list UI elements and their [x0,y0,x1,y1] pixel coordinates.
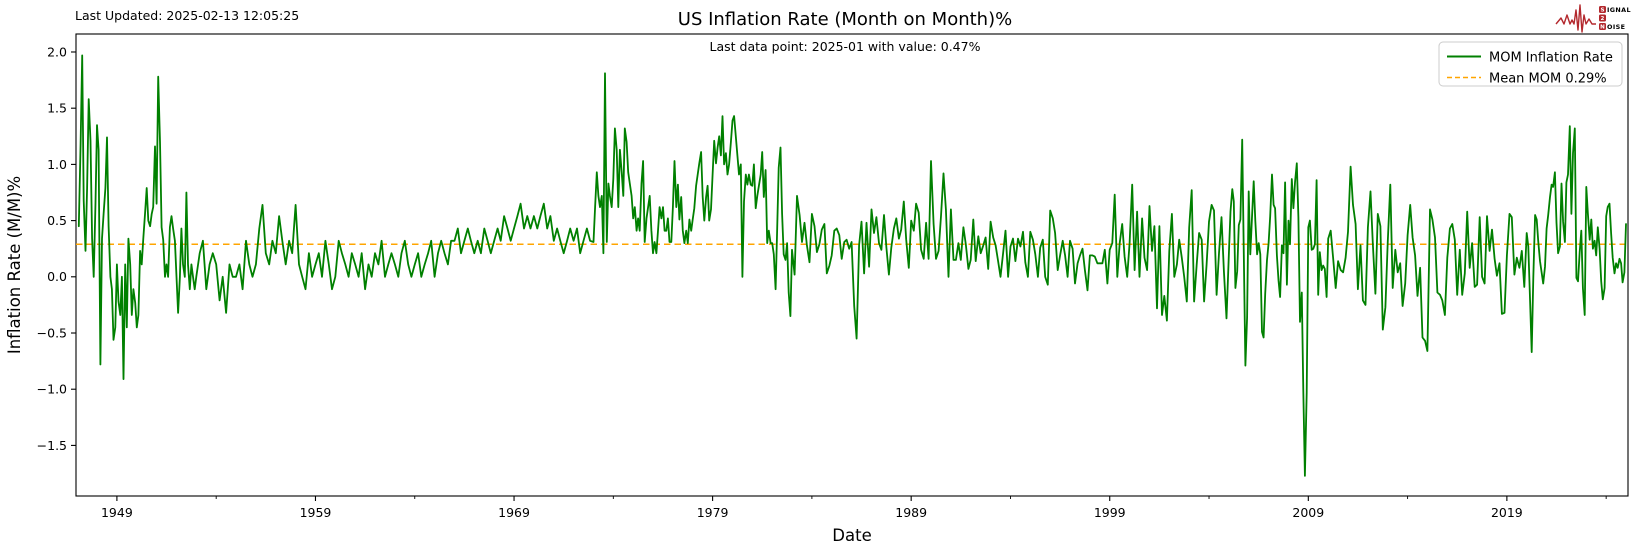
logo-badge-2-letter: 2 [1601,16,1605,22]
legend: MOM Inflation Rate Mean MOM 0.29% [1438,41,1623,87]
logo-badge-s-letter: S [1600,8,1604,14]
logo-badge-s [1599,6,1606,13]
plot-border [75,33,1629,497]
logo-badge-n-letter: N [1600,25,1605,31]
chart-annotation: Last data point: 2025-01 with value: 0.4… [710,39,981,54]
mom-inflation-line [77,54,1627,477]
legend-label-mean: Mean MOM 0.29% [1489,72,1607,87]
y-tick-label: 1.0 [47,157,67,172]
x-tick-label: 1959 [300,505,332,520]
x-axis-label: Date [832,526,871,545]
x-tick-label: 1999 [1094,505,1126,520]
legend-box [1438,41,1623,87]
logo-text-noise: OISE [1607,23,1625,31]
x-tick-label: 1989 [895,505,927,520]
y-axis-label: Inflation Rate (M/M)% [5,176,24,354]
y-tick-label: 0.0 [47,269,67,284]
y-tick-label: −1.0 [37,382,67,397]
legend-label-series: MOM Inflation Rate [1489,51,1613,66]
chart-title: US Inflation Rate (Month on Month)% [678,9,1012,30]
signal2noise-logo: S IGNAL 2 N OISE [1555,4,1631,33]
x-tick-label: 1969 [498,505,530,520]
logo-badge-n [1599,23,1606,30]
y-tick-label: −1.5 [37,438,67,453]
y-tick-label: 1.5 [47,101,67,116]
x-tick-label: 1949 [101,505,133,520]
x-tick-label: 2019 [1491,505,1523,520]
logo-row-2: 2 [1599,14,1606,22]
logo-text-signal: IGNAL [1607,6,1631,14]
y-tick-label: −0.5 [37,325,67,340]
logo-row-noise: N OISE [1599,23,1625,31]
x-tick-label: 2009 [1292,505,1324,520]
ecg-waveform-icon [1555,4,1596,33]
logo-row-signal: S IGNAL [1599,6,1631,14]
last-updated-text: Last Updated: 2025-02-13 12:05:25 [75,8,299,23]
axes: 2.0 1.5 1.0 0.5 0.0 −0.5 −1.0 −1.5 1949 1959 1969 1… [37,33,1629,520]
logo-badge-2 [1599,14,1606,22]
y-tick-label: 0.5 [47,213,67,228]
y-tick-label: 2.0 [47,44,67,59]
x-tick-label: 1979 [697,505,729,520]
